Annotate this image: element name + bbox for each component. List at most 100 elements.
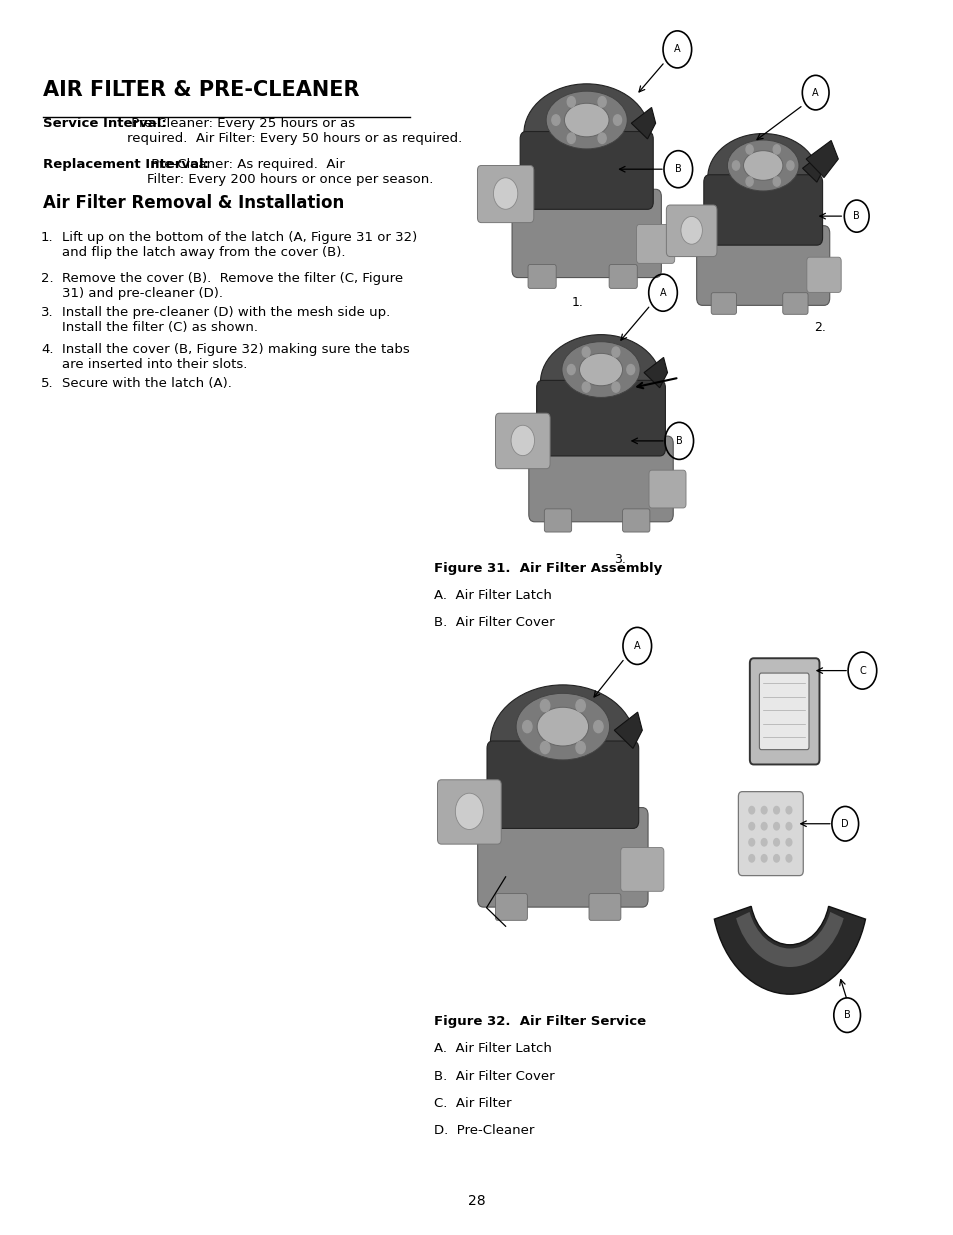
Circle shape: [786, 161, 793, 170]
FancyBboxPatch shape: [437, 779, 500, 845]
Ellipse shape: [490, 685, 635, 800]
Circle shape: [772, 177, 780, 186]
FancyBboxPatch shape: [512, 189, 660, 278]
FancyBboxPatch shape: [495, 894, 527, 920]
Text: Air Filter Removal & Installation: Air Filter Removal & Installation: [43, 194, 344, 212]
Circle shape: [598, 96, 605, 107]
Text: 2.: 2.: [41, 272, 53, 285]
Ellipse shape: [707, 133, 818, 221]
FancyBboxPatch shape: [738, 792, 802, 876]
Circle shape: [772, 144, 780, 154]
Text: C: C: [858, 666, 865, 676]
Text: Install the cover (B, Figure 32) making sure the tabs
are inserted into their sl: Install the cover (B, Figure 32) making …: [62, 343, 410, 372]
Text: Service Interval:: Service Interval:: [43, 117, 167, 131]
Circle shape: [539, 741, 549, 753]
FancyBboxPatch shape: [486, 741, 638, 829]
Circle shape: [593, 720, 602, 732]
Circle shape: [760, 806, 766, 814]
Text: 1.: 1.: [571, 296, 582, 310]
Text: 3.: 3.: [614, 553, 625, 567]
FancyBboxPatch shape: [495, 414, 550, 468]
Text: B: B: [842, 1010, 850, 1020]
Polygon shape: [801, 154, 823, 183]
Ellipse shape: [511, 425, 534, 456]
Text: 1.: 1.: [41, 231, 53, 245]
FancyBboxPatch shape: [703, 175, 821, 245]
FancyBboxPatch shape: [665, 205, 717, 257]
Ellipse shape: [493, 178, 517, 209]
Text: Figure 31.  Air Filter Assembly: Figure 31. Air Filter Assembly: [434, 562, 661, 576]
Ellipse shape: [545, 91, 626, 149]
Circle shape: [567, 133, 575, 143]
Text: B.  Air Filter Cover: B. Air Filter Cover: [434, 1070, 554, 1083]
FancyBboxPatch shape: [622, 509, 649, 532]
Text: B: B: [852, 211, 860, 221]
Circle shape: [576, 699, 585, 711]
FancyBboxPatch shape: [749, 658, 819, 764]
Circle shape: [581, 382, 590, 393]
Circle shape: [581, 347, 590, 357]
Polygon shape: [631, 107, 655, 140]
FancyBboxPatch shape: [781, 293, 807, 315]
Text: B: B: [675, 436, 682, 446]
Text: Pre-Cleaner: Every 25 hours or as
required.  Air Filter: Every 50 hours or as re: Pre-Cleaner: Every 25 hours or as requir…: [127, 117, 462, 146]
FancyBboxPatch shape: [806, 257, 841, 293]
Polygon shape: [643, 357, 667, 388]
Circle shape: [773, 823, 779, 830]
Circle shape: [732, 161, 739, 170]
Text: 3.: 3.: [41, 306, 53, 320]
Circle shape: [748, 839, 754, 846]
Text: A.  Air Filter Latch: A. Air Filter Latch: [434, 1042, 552, 1056]
Circle shape: [760, 855, 766, 862]
FancyBboxPatch shape: [528, 436, 673, 522]
Circle shape: [539, 699, 549, 711]
Circle shape: [785, 806, 791, 814]
Circle shape: [598, 133, 605, 143]
Circle shape: [567, 364, 575, 374]
Circle shape: [785, 855, 791, 862]
Circle shape: [748, 806, 754, 814]
Circle shape: [613, 115, 621, 125]
Circle shape: [576, 741, 585, 753]
Text: 28: 28: [468, 1194, 485, 1208]
FancyBboxPatch shape: [536, 380, 665, 456]
Text: AIR FILTER & PRE-CLEANER: AIR FILTER & PRE-CLEANER: [43, 80, 359, 100]
Circle shape: [748, 855, 754, 862]
Polygon shape: [805, 141, 838, 178]
Ellipse shape: [561, 342, 639, 398]
Ellipse shape: [578, 353, 622, 385]
Text: 5.: 5.: [41, 377, 53, 390]
Circle shape: [760, 839, 766, 846]
Wedge shape: [714, 906, 864, 994]
Ellipse shape: [455, 793, 483, 830]
FancyBboxPatch shape: [476, 165, 533, 222]
Circle shape: [745, 177, 753, 186]
Text: A.  Air Filter Latch: A. Air Filter Latch: [434, 589, 552, 603]
Circle shape: [785, 839, 791, 846]
Polygon shape: [614, 713, 641, 748]
Circle shape: [773, 855, 779, 862]
Text: D: D: [841, 819, 848, 829]
FancyBboxPatch shape: [696, 226, 829, 305]
Ellipse shape: [523, 84, 649, 184]
Text: 4.: 4.: [41, 343, 53, 357]
Circle shape: [748, 823, 754, 830]
Circle shape: [522, 720, 532, 732]
Text: Pre-Cleaner: As required.  Air
Filter: Every 200 hours or once per season.: Pre-Cleaner: As required. Air Filter: Ev…: [147, 158, 433, 186]
Circle shape: [611, 382, 619, 393]
Text: D.  Pre-Cleaner: D. Pre-Cleaner: [434, 1124, 534, 1137]
Text: A: A: [634, 641, 639, 651]
Circle shape: [773, 806, 779, 814]
Text: A: A: [674, 44, 679, 54]
Ellipse shape: [516, 693, 609, 760]
FancyBboxPatch shape: [544, 509, 571, 532]
Ellipse shape: [742, 151, 782, 180]
Text: C.  Air Filter: C. Air Filter: [434, 1097, 511, 1110]
FancyBboxPatch shape: [527, 264, 556, 289]
Circle shape: [551, 115, 559, 125]
Wedge shape: [736, 911, 842, 967]
Circle shape: [760, 823, 766, 830]
Text: Replacement Interval:: Replacement Interval:: [43, 158, 209, 172]
Text: B: B: [674, 164, 681, 174]
FancyBboxPatch shape: [477, 808, 647, 908]
